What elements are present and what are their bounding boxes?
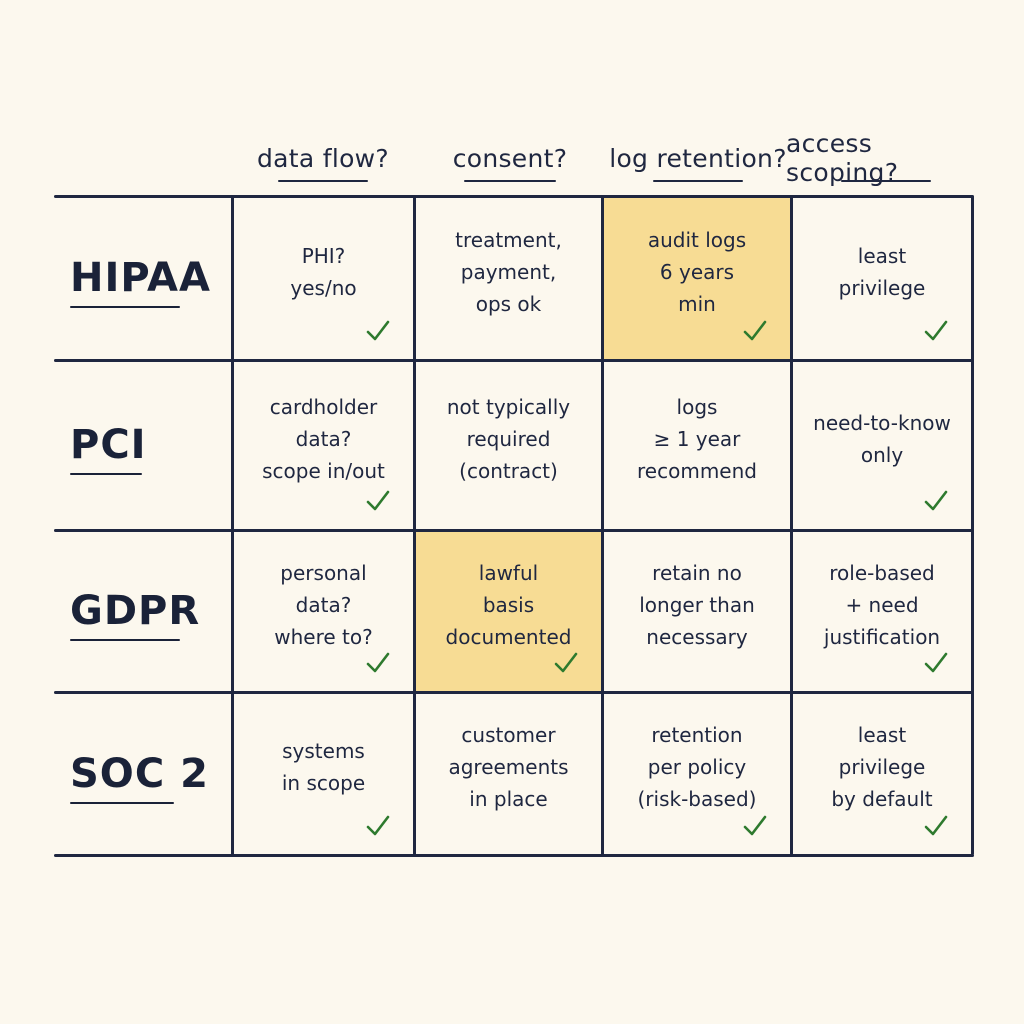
cell-text: cardholder data? scope in/out	[262, 394, 385, 483]
row-label-underline	[70, 473, 142, 475]
matrix-cell: logs ≥ 1 year recommend	[604, 362, 790, 529]
row-label-underline	[70, 306, 180, 308]
grid-vline	[971, 196, 974, 855]
cell-text: role-based + need justification	[823, 560, 941, 649]
matrix-cell: need-to-know only	[793, 362, 971, 529]
checkmark-icon	[743, 320, 767, 341]
checkmark-icon	[366, 652, 390, 673]
cell-text: systems in scope	[281, 739, 366, 795]
column-header: access scoping?	[786, 129, 986, 187]
matrix-cell: audit logs 6 years min	[604, 198, 790, 359]
row-label-text: GDPR	[70, 588, 201, 634]
matrix-cell: PHI? yes/no	[234, 198, 413, 359]
matrix-cell: retention per policy (risk-based)	[604, 694, 790, 854]
matrix-cell: systems in scope	[234, 694, 413, 854]
matrix-cell: treatment, payment, ops ok	[416, 198, 601, 359]
cell-text: lawful basis documented	[445, 560, 572, 649]
cell-text: retention per policy (risk-based)	[637, 723, 757, 811]
checkmark-icon	[366, 490, 390, 511]
checkmark-icon	[554, 652, 578, 673]
row-label-text: SOC 2	[70, 750, 209, 797]
row-label: HIPAA	[56, 196, 226, 360]
checkmark-icon	[924, 652, 948, 673]
checkmark-icon	[924, 320, 948, 341]
cell-text: least privilege	[838, 243, 926, 300]
column-header: log retention?	[598, 136, 798, 182]
cell-text: treatment, payment, ops ok	[455, 227, 562, 316]
cell-text: not typically required (contract)	[446, 394, 571, 483]
checkmark-icon	[924, 490, 948, 511]
matrix-cell: retain no longer than necessary	[604, 532, 790, 691]
matrix-cell: cardholder data? scope in/out	[234, 362, 413, 529]
column-header-underline	[278, 180, 368, 182]
column-header-label: consent?	[452, 143, 568, 173]
column-header: data flow?	[223, 136, 423, 182]
column-header-underline	[464, 180, 556, 182]
checkmark-icon	[743, 815, 767, 836]
cell-text: logs ≥ 1 year recommend	[637, 394, 757, 483]
column-header-underline	[653, 180, 743, 182]
matrix-cell: role-based + need justification	[793, 532, 971, 691]
cell-text: customer agreements in place	[448, 723, 569, 811]
row-label: SOC 2	[56, 692, 226, 855]
cell-text: personal data? where to?	[274, 560, 373, 649]
matrix-cell: least privilege	[793, 198, 971, 359]
cell-text: need-to-know only	[813, 410, 951, 467]
column-header-label: access scoping?	[786, 129, 899, 187]
cell-text: audit logs 6 years min	[647, 227, 747, 316]
column-header: consent?	[410, 136, 610, 182]
checkmark-icon	[366, 815, 390, 836]
matrix-cell: customer agreements in place	[416, 694, 601, 854]
column-header-label: log retention?	[609, 143, 787, 173]
checkmark-icon	[924, 815, 948, 836]
row-label: GDPR	[56, 530, 226, 692]
row-label-underline	[70, 801, 174, 804]
cell-text: PHI? yes/no	[290, 243, 357, 300]
matrix-cell: least privilege by default	[793, 694, 971, 854]
column-header-underline	[841, 180, 931, 182]
cell-text: retain no longer than necessary	[639, 560, 755, 649]
cell-text: least privilege by default	[831, 723, 933, 811]
matrix-cell: not typically required (contract)	[416, 362, 601, 529]
row-label-text: HIPAA	[70, 255, 211, 301]
row-label-underline	[70, 639, 180, 641]
matrix-cell: personal data? where to?	[234, 532, 413, 691]
checkmark-icon	[366, 320, 390, 341]
matrix-cell: lawful basis documented	[416, 532, 601, 691]
column-header-label: data flow?	[256, 143, 390, 173]
row-label: PCI	[56, 360, 226, 530]
row-label-text: PCI	[70, 422, 147, 468]
